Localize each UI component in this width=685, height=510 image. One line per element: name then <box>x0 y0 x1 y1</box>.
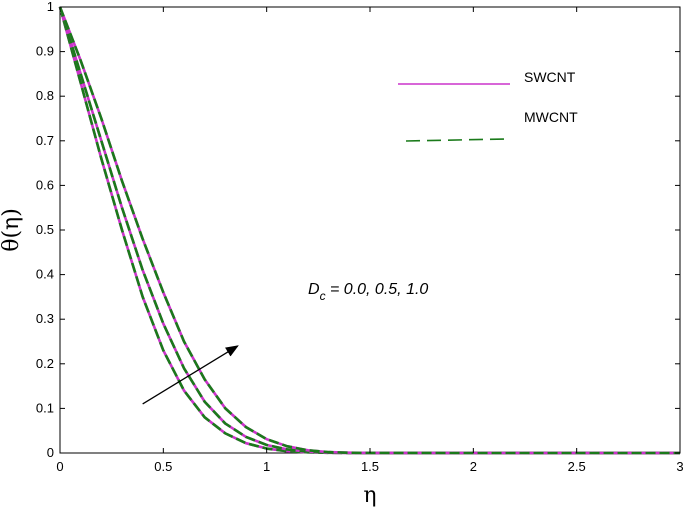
x-tick-label: 2 <box>470 459 477 474</box>
y-tick-label: 0.9 <box>36 44 54 59</box>
legend: SWCNT MWCNT <box>398 69 578 142</box>
annotation-values: = 0.0, 0.5, 1.0 <box>326 281 429 298</box>
y-tick-label: 0.7 <box>36 133 54 148</box>
trend-arrow <box>142 345 239 405</box>
x-tick-label: 3 <box>676 459 683 474</box>
x-tick-label: 1.5 <box>361 459 379 474</box>
x-tick-label: 1 <box>263 459 270 474</box>
y-tick-label: 0.1 <box>36 400 54 415</box>
legend-label-swcnt: SWCNT <box>524 69 576 85</box>
legend-label-mwcnt: MWCNT <box>524 109 578 125</box>
y-tick-label: 0 <box>47 445 54 460</box>
annotation-symbol: D <box>308 281 320 298</box>
y-tick-label: 0.2 <box>36 356 54 371</box>
y-tick-label: 0.3 <box>36 311 54 326</box>
x-axis-label: η <box>363 483 376 508</box>
x-tick-label: 2.5 <box>568 459 586 474</box>
plot-area <box>59 6 681 454</box>
x-tick-label: 0 <box>56 459 63 474</box>
y-tick-label: 0.4 <box>36 267 54 282</box>
y-tick-label: 0.6 <box>36 177 54 192</box>
ticks: 0 0.5 1 1.5 2 2.5 3 0 0.1 0.2 0.3 0.4 0.5 0.6 0.7 0.8 0.… <box>36 0 684 474</box>
parameter-annotation: Dc = 0.0, 0.5, 1.0 <box>308 281 428 303</box>
y-tick-label: 0.8 <box>36 88 54 103</box>
y-tick-label: 0.5 <box>36 222 54 237</box>
y-axis-label: θ(η) <box>0 208 24 252</box>
y-tick-label: 1 <box>47 0 54 14</box>
annotation-subscript: c <box>320 289 326 303</box>
legend-line-mwcnt <box>405 138 506 142</box>
x-tick-label: 0.5 <box>154 459 172 474</box>
